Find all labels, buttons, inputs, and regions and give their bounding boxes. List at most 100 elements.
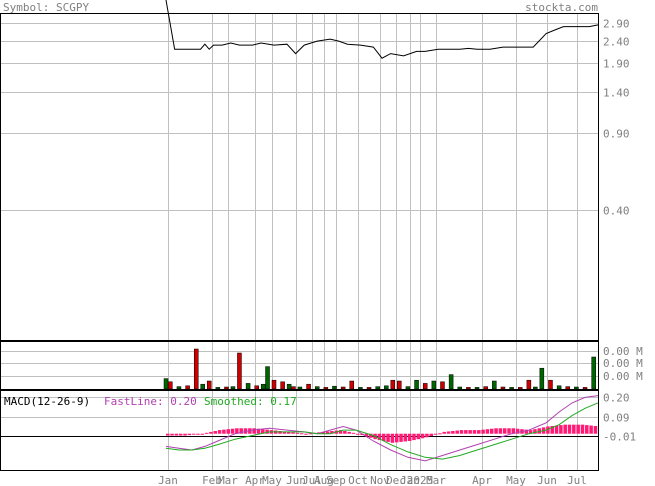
volume-bar [358, 387, 363, 390]
macd-histogram-bar [213, 431, 218, 434]
volume-bar [286, 383, 292, 390]
x-tick-label: 2025 [407, 474, 434, 486]
macd-histogram-bar [347, 431, 351, 434]
macd-histogram-bar [200, 433, 205, 435]
x-tick-label: Jun [537, 474, 557, 486]
macd-histogram-bar [403, 433, 408, 442]
price-tick-label: 1.40 [603, 87, 630, 100]
macd-histogram-bar [533, 429, 537, 434]
volume-bar [440, 381, 445, 390]
volume-bar [539, 367, 545, 390]
macd-histogram-bar [382, 433, 386, 441]
macd-histogram-bar [252, 428, 256, 434]
symbol-label: Symbol: SCGPY [3, 1, 89, 14]
macd-histogram-bar [572, 424, 576, 434]
macd-histogram-bar [537, 428, 542, 434]
x-tick-label: Feb [202, 474, 222, 486]
macd-histogram-bar [429, 433, 434, 436]
macd-histogram-bar [282, 431, 287, 434]
macd-histogram-bar [490, 428, 494, 434]
volume-bar [193, 348, 199, 390]
macd-histogram-bar [546, 426, 550, 434]
volume-bar [375, 386, 380, 390]
macd-histogram-bar [183, 433, 187, 436]
macd-histogram-bar [407, 433, 412, 441]
macd-histogram-bar [481, 429, 485, 434]
macd-histogram-bar [265, 429, 269, 434]
volume-bar [260, 383, 266, 390]
volume-bar [517, 387, 523, 390]
x-tick-label: Sep [326, 474, 346, 486]
x-tick-label: May [506, 474, 526, 486]
macd-histogram-bar [498, 428, 503, 434]
x-tick-label: Dec [386, 474, 406, 486]
volume-bar [291, 386, 296, 390]
macd-panel-frame [0, 390, 599, 471]
macd-histogram-bar [442, 431, 446, 434]
macd-histogram-bar [507, 428, 511, 434]
volume-bar [332, 385, 337, 390]
site-label[interactable]: stockta.com [525, 1, 598, 14]
macd-histogram-bar [325, 431, 330, 434]
macd-histogram-bar [399, 433, 403, 442]
x-tick-label: Mar [218, 474, 238, 486]
macd-histogram-bar [226, 429, 230, 434]
volume-bar [500, 386, 506, 390]
x-tick-label: Jan [158, 474, 178, 486]
macd-tick-label: -0.01 [603, 431, 636, 444]
price-tick-label: 2.90 [603, 18, 630, 31]
macd-histogram-bar [550, 426, 554, 434]
volume-bar [297, 386, 303, 390]
volume-bar [384, 385, 389, 390]
macd-histogram-bar [438, 433, 442, 435]
macd-histogram-bar [464, 430, 468, 434]
macd-histogram-bar [494, 428, 498, 434]
macd-histogram-bar [191, 433, 196, 435]
macd-histogram-bar [593, 426, 598, 434]
volume-bar [340, 386, 346, 390]
macd-histogram-bar [468, 430, 472, 434]
macd-histogram-bar [459, 430, 464, 434]
price-tick-label: 2.40 [603, 36, 630, 49]
volume-panel-frame [0, 341, 599, 390]
macd-histogram-bar [174, 433, 179, 436]
volume-bar [509, 387, 514, 390]
volume-bar [422, 383, 428, 390]
macd-histogram-bar [563, 424, 567, 434]
volume-bar [533, 386, 538, 390]
volume-bar [366, 387, 372, 390]
macd-histogram-bar [451, 431, 455, 434]
volume-bar [548, 379, 553, 390]
macd-histogram-bar [485, 429, 490, 434]
macd-histogram-bar [295, 432, 300, 434]
macd-histogram-bar [239, 428, 243, 434]
volume-tick-label: 0.00 M [603, 345, 643, 358]
macd-histogram-bar [178, 433, 183, 436]
macd-histogram-bar [386, 433, 390, 442]
price-line [165, 0, 599, 59]
macd-histogram-bar [338, 430, 343, 434]
macd-histogram-bar [433, 433, 438, 435]
volume-bar [314, 386, 320, 390]
macd-histogram-bar [420, 433, 425, 439]
x-tick-label: Mar [426, 474, 446, 486]
volume-bar [349, 380, 355, 390]
macd-histogram-bar [394, 433, 399, 443]
x-tick-label: Jul [567, 474, 587, 486]
macd-histogram-bar [166, 433, 170, 436]
volume-tick-label: 0.00 M [603, 370, 643, 383]
volume-bar [582, 387, 588, 390]
volume-bar [215, 387, 221, 390]
volume-bar [397, 380, 402, 390]
x-tick-label: May [262, 474, 282, 486]
volume-bar [271, 379, 277, 390]
x-tick-label: Oct [348, 474, 368, 486]
volume-bar [306, 383, 311, 390]
macd-histogram-bar [321, 431, 326, 434]
macd-histogram-bar [299, 433, 304, 435]
volume-bar [230, 386, 236, 390]
macd-histogram-bar [187, 433, 192, 436]
macd-histogram-bar [243, 428, 248, 434]
macd-histogram-bar [261, 429, 265, 434]
